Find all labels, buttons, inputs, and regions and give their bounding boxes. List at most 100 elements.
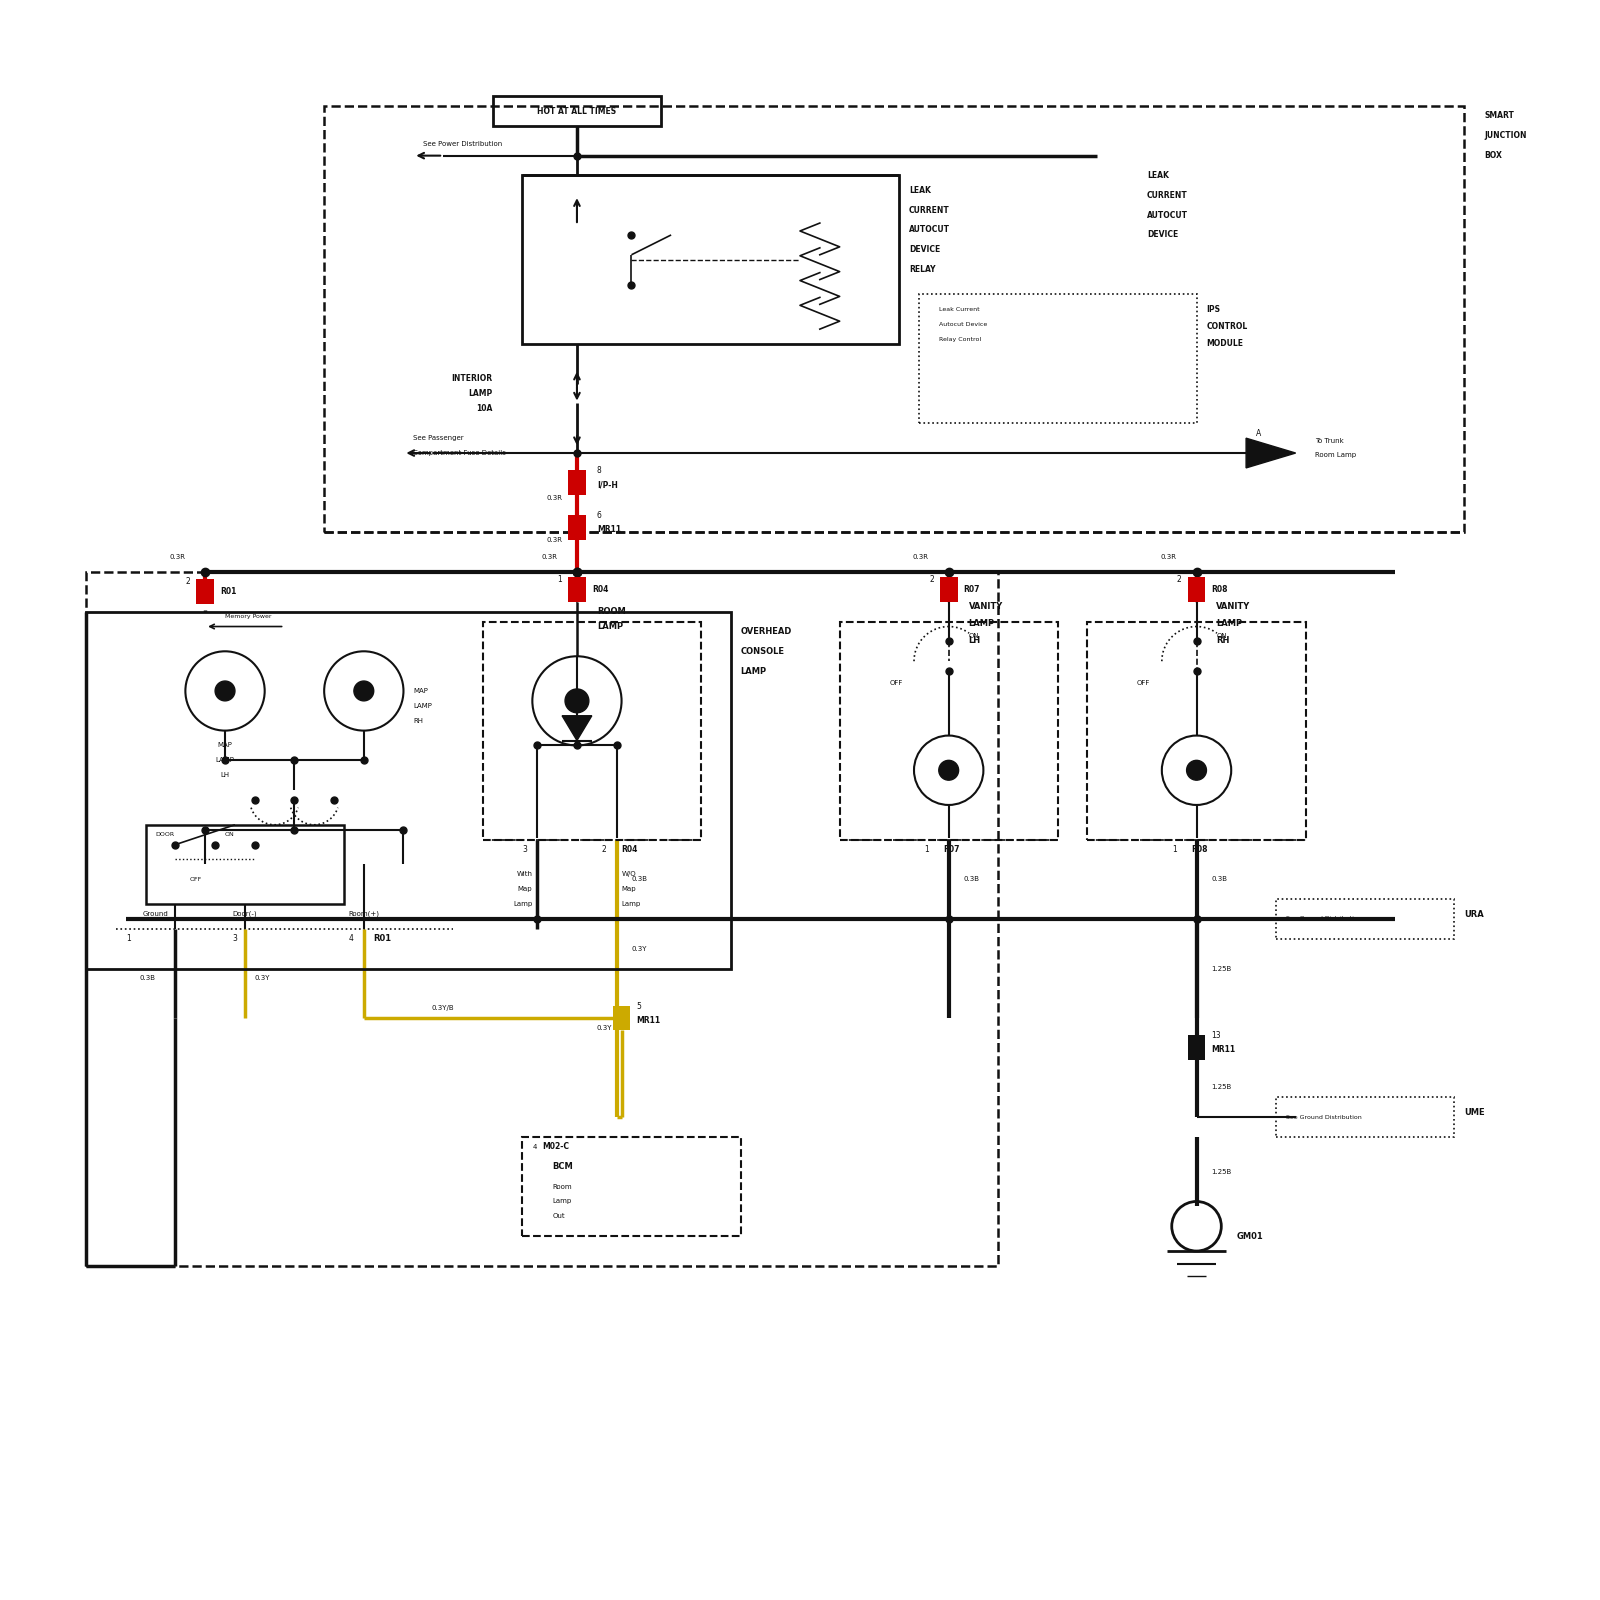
Text: Out: Out: [552, 1213, 565, 1219]
Text: 0.3B: 0.3B: [139, 976, 155, 981]
Text: 2: 2: [186, 578, 190, 587]
Text: OVERHEAD: OVERHEAD: [741, 627, 792, 635]
Bar: [523, 1138, 741, 1237]
Text: Map: Map: [621, 886, 637, 893]
Text: 0.3R: 0.3R: [541, 554, 557, 560]
Text: 0.3Y: 0.3Y: [254, 976, 270, 981]
Text: MAP: MAP: [413, 688, 429, 694]
Text: R07: R07: [963, 586, 981, 594]
Text: 4: 4: [349, 934, 354, 944]
Bar: [197, 579, 214, 605]
Text: MAP: MAP: [218, 742, 232, 749]
Text: 5: 5: [637, 1002, 642, 1011]
Text: ON: ON: [1216, 634, 1227, 640]
Text: MODULE: MODULE: [1206, 339, 1243, 347]
Text: R01: R01: [221, 587, 237, 597]
Text: BOX: BOX: [1485, 150, 1502, 160]
Text: Room(+): Room(+): [349, 910, 379, 917]
Bar: [325, 106, 1464, 533]
Text: LAMP: LAMP: [413, 702, 432, 709]
Text: LEAK: LEAK: [909, 186, 931, 195]
Text: See Ground Distribution: See Ground Distribution: [1286, 1115, 1362, 1120]
Text: LAMP: LAMP: [469, 389, 493, 398]
Text: 2: 2: [930, 576, 934, 584]
Text: 0.3R: 0.3R: [1160, 554, 1176, 560]
Text: 1: 1: [557, 576, 562, 584]
Text: OFF: OFF: [189, 877, 202, 882]
Circle shape: [1187, 760, 1206, 781]
Text: Leak Current: Leak Current: [939, 307, 979, 312]
Text: MR11: MR11: [597, 525, 621, 534]
Circle shape: [354, 682, 374, 701]
Bar: [918, 294, 1197, 424]
Text: 1.25B: 1.25B: [1211, 1168, 1232, 1174]
Text: With: With: [517, 872, 533, 877]
Text: 1.25B: 1.25B: [1211, 1085, 1232, 1091]
Text: AUTOCUT: AUTOCUT: [909, 226, 950, 235]
Text: Room Lamp: Room Lamp: [1315, 453, 1357, 458]
Text: OFF: OFF: [890, 680, 902, 686]
Bar: [483, 621, 701, 840]
Bar: [613, 1006, 630, 1030]
Text: DEVICE: DEVICE: [1147, 230, 1178, 240]
Text: 0.3R: 0.3R: [914, 554, 930, 560]
Text: W/O: W/O: [621, 872, 637, 877]
Text: MR11: MR11: [637, 1016, 661, 1024]
Text: 0.3R: 0.3R: [546, 538, 562, 544]
Text: INTERIOR: INTERIOR: [451, 374, 493, 382]
Text: LAMP: LAMP: [1216, 619, 1243, 629]
Text: See Power Distribution: See Power Distribution: [424, 141, 502, 147]
Text: 3: 3: [523, 845, 528, 854]
Text: 1: 1: [925, 845, 930, 854]
Bar: [1275, 1098, 1454, 1138]
Text: RH: RH: [1216, 635, 1230, 645]
Text: 1: 1: [126, 934, 131, 944]
Text: 2: 2: [1178, 576, 1182, 584]
Text: 0.3R: 0.3R: [546, 494, 562, 501]
Text: JUNCTION: JUNCTION: [1485, 131, 1526, 141]
Text: Door(-): Door(-): [232, 910, 258, 917]
Text: 3: 3: [232, 934, 237, 944]
Text: R08: R08: [1192, 845, 1208, 854]
Text: Room: Room: [552, 1184, 571, 1190]
Text: R01: R01: [374, 934, 392, 944]
Text: LAMP: LAMP: [968, 619, 995, 629]
Bar: [86, 571, 998, 1266]
Text: UME: UME: [1464, 1107, 1485, 1117]
Polygon shape: [562, 715, 592, 741]
Bar: [1275, 899, 1454, 939]
Text: 10A: 10A: [477, 403, 493, 413]
Bar: [840, 621, 1058, 840]
Text: 0.3B: 0.3B: [963, 877, 979, 882]
Text: OFF: OFF: [1138, 680, 1150, 686]
Text: Memory Power: Memory Power: [226, 614, 272, 619]
Text: SMART: SMART: [1485, 112, 1514, 120]
Text: I/P-H: I/P-H: [597, 480, 618, 490]
Text: RH: RH: [413, 718, 424, 723]
Text: CONSOLE: CONSOLE: [741, 646, 784, 656]
Text: MR11: MR11: [1211, 1045, 1235, 1054]
Text: DOOR: DOOR: [155, 832, 174, 837]
Text: Lamp: Lamp: [514, 901, 533, 907]
Text: ON: ON: [968, 634, 979, 640]
Text: GM01: GM01: [1237, 1232, 1262, 1240]
Text: 13: 13: [1211, 1032, 1221, 1040]
Text: DEVICE: DEVICE: [909, 245, 941, 254]
Text: 0.3B: 0.3B: [1211, 877, 1227, 882]
Text: 4: 4: [533, 1144, 536, 1150]
Text: 0.3Y: 0.3Y: [632, 946, 646, 952]
Text: CONTROL: CONTROL: [1206, 322, 1248, 331]
Text: 0.3Y: 0.3Y: [597, 1026, 611, 1030]
Text: VANITY: VANITY: [1216, 602, 1251, 611]
Circle shape: [565, 690, 589, 712]
Bar: [86, 611, 731, 968]
Text: R04: R04: [621, 845, 638, 854]
Text: VANITY: VANITY: [968, 602, 1003, 611]
Bar: [613, 1006, 630, 1030]
Bar: [568, 578, 586, 602]
Text: 8: 8: [597, 466, 602, 475]
Text: 1.25B: 1.25B: [1211, 965, 1232, 971]
Text: Autocut Device: Autocut Device: [939, 322, 987, 326]
Text: 6: 6: [597, 510, 602, 520]
Text: To Trunk: To Trunk: [1315, 438, 1344, 445]
